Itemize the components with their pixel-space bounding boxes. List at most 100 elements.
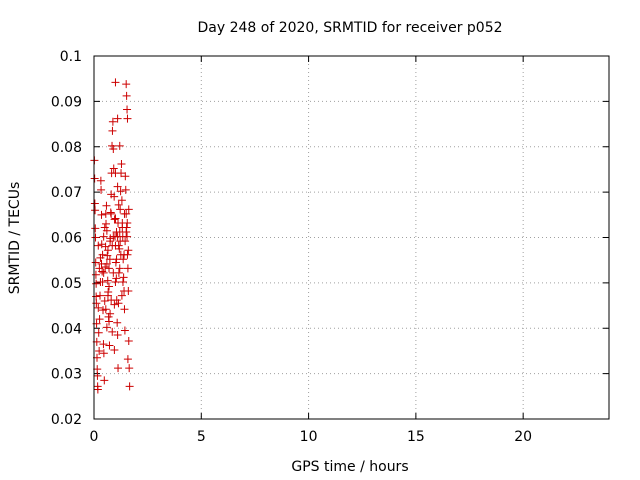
data-point bbox=[100, 223, 109, 232]
data-point bbox=[110, 300, 119, 309]
data-point bbox=[113, 331, 122, 340]
y-tick-label: 0.09 bbox=[51, 94, 82, 110]
data-point bbox=[108, 117, 117, 126]
data-point bbox=[109, 145, 118, 154]
data-point bbox=[122, 228, 131, 237]
data-point bbox=[110, 192, 119, 201]
data-point bbox=[105, 282, 114, 291]
x-tick-label: 0 bbox=[90, 429, 99, 445]
data-point bbox=[102, 201, 111, 210]
data-point bbox=[116, 187, 125, 196]
data-point bbox=[105, 264, 114, 273]
data-point bbox=[105, 341, 114, 350]
data-point bbox=[94, 241, 103, 250]
data-point bbox=[102, 259, 111, 268]
x-tick-label: 10 bbox=[300, 429, 318, 445]
data-point bbox=[119, 273, 128, 282]
grid-lines bbox=[93, 55, 609, 420]
data-point bbox=[106, 237, 115, 246]
data-point bbox=[100, 376, 109, 385]
data-point bbox=[114, 200, 123, 209]
data-point bbox=[123, 218, 132, 227]
axis-ticks: 0 5 10 15 20 0.02 0.03 0.04 0.05 0.06 0.07 0.08 0.09… bbox=[51, 49, 609, 445]
data-point bbox=[111, 169, 120, 178]
data-point bbox=[115, 244, 124, 253]
data-point bbox=[111, 258, 120, 267]
data-point bbox=[94, 303, 103, 312]
data-point bbox=[91, 258, 100, 267]
data-point bbox=[124, 205, 133, 214]
data-point bbox=[93, 371, 102, 380]
y-tick-label: 0.06 bbox=[51, 231, 82, 247]
data-point bbox=[118, 223, 127, 232]
plot-frame bbox=[93, 55, 610, 420]
data-point bbox=[101, 305, 110, 314]
y-tick-label: 0.08 bbox=[51, 140, 82, 156]
y-tick-label: 0.03 bbox=[51, 367, 82, 383]
data-point bbox=[116, 237, 125, 246]
data-point bbox=[108, 126, 117, 135]
data-point bbox=[99, 232, 108, 241]
data-point bbox=[98, 250, 107, 259]
data-point bbox=[109, 232, 118, 241]
data-point bbox=[111, 277, 120, 286]
x-tick-label: 5 bbox=[197, 429, 206, 445]
data-point bbox=[101, 262, 110, 271]
data-point bbox=[122, 80, 131, 89]
data-point bbox=[113, 182, 122, 191]
data-point bbox=[112, 255, 121, 264]
data-point bbox=[125, 382, 134, 391]
data-point bbox=[95, 346, 104, 355]
data-point bbox=[117, 159, 126, 168]
data-point bbox=[96, 253, 105, 262]
data-point bbox=[91, 224, 100, 233]
data-point bbox=[121, 185, 130, 194]
data-point bbox=[124, 246, 133, 255]
data-point bbox=[91, 233, 100, 242]
data-point bbox=[96, 277, 105, 286]
data-point bbox=[120, 305, 129, 314]
data-point bbox=[114, 299, 123, 308]
data-point bbox=[97, 240, 106, 249]
data-point bbox=[111, 214, 120, 223]
data-point bbox=[101, 209, 110, 218]
data-point bbox=[123, 355, 132, 364]
data-point bbox=[103, 291, 112, 300]
data-point bbox=[99, 349, 108, 358]
data-points bbox=[90, 78, 134, 394]
y-axis-label: SRMTID / TECUs bbox=[7, 182, 23, 295]
data-point bbox=[113, 318, 122, 327]
data-point bbox=[111, 78, 120, 87]
data-point bbox=[93, 365, 102, 374]
data-point bbox=[107, 296, 116, 305]
y-tick-label: 0.1 bbox=[60, 49, 82, 65]
data-point bbox=[123, 232, 132, 241]
data-point bbox=[91, 270, 100, 279]
data-point bbox=[103, 246, 112, 255]
data-point bbox=[116, 205, 125, 214]
data-point bbox=[92, 292, 101, 301]
data-point bbox=[93, 385, 102, 394]
data-point bbox=[91, 206, 100, 215]
data-point bbox=[110, 346, 119, 355]
data-point bbox=[108, 327, 117, 336]
data-point bbox=[96, 176, 105, 185]
y-tick-label: 0.05 bbox=[51, 276, 82, 292]
data-point bbox=[99, 268, 108, 277]
y-tick-label: 0.07 bbox=[51, 185, 82, 201]
data-point bbox=[125, 364, 134, 373]
data-point bbox=[115, 141, 124, 150]
data-point bbox=[92, 279, 101, 288]
data-point bbox=[102, 219, 111, 228]
x-tick-label: 20 bbox=[514, 429, 532, 445]
data-point bbox=[106, 309, 115, 318]
data-point bbox=[123, 114, 132, 123]
data-point bbox=[114, 218, 123, 227]
data-point bbox=[112, 228, 121, 237]
data-point bbox=[124, 287, 133, 296]
y-tick-label: 0.02 bbox=[51, 412, 82, 428]
data-point bbox=[100, 297, 109, 306]
x-axis-label: GPS time / hours bbox=[291, 459, 408, 475]
data-point bbox=[105, 317, 114, 326]
